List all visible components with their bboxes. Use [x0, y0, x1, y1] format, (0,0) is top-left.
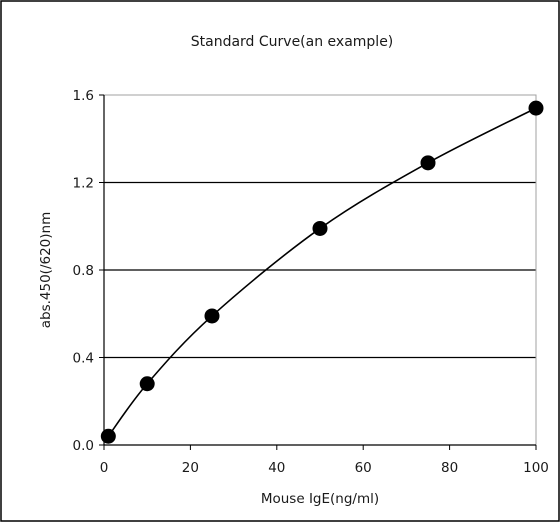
- x-axis-label: Mouse IgE(ng/ml): [261, 491, 379, 507]
- y-tick-label: 0.0: [73, 438, 94, 454]
- y-tick-label: 0.8: [73, 263, 94, 279]
- data-point: [139, 376, 155, 392]
- x-tick-label: 100: [523, 460, 549, 476]
- data-point: [420, 155, 436, 171]
- x-axis: 0 20 40 60 80 100: [100, 444, 549, 476]
- data-points: [100, 100, 544, 444]
- x-tick-label: 60: [355, 460, 372, 476]
- y-axis-label: abs.450(∕620)nm: [38, 212, 54, 329]
- plot-area: 0.0 0.4 0.8 1.2 1.6 0 20 40 60 80 100: [73, 88, 549, 476]
- y-tick-label: 1.2: [73, 176, 94, 192]
- data-point: [204, 308, 220, 324]
- data-point: [528, 100, 544, 116]
- x-tick-label: 20: [182, 460, 199, 476]
- y-axis: 0.0 0.4 0.8 1.2 1.6: [73, 88, 105, 454]
- x-tick-label: 0: [100, 460, 109, 476]
- data-point: [100, 428, 116, 444]
- y-tick-label: 0.4: [73, 351, 94, 367]
- gridlines: [104, 181, 536, 359]
- x-tick-label: 40: [268, 460, 285, 476]
- y-tick-label: 1.6: [73, 88, 94, 104]
- chart-title: Standard Curve(an example): [191, 34, 394, 50]
- data-point: [312, 220, 328, 236]
- x-tick-label: 80: [441, 460, 458, 476]
